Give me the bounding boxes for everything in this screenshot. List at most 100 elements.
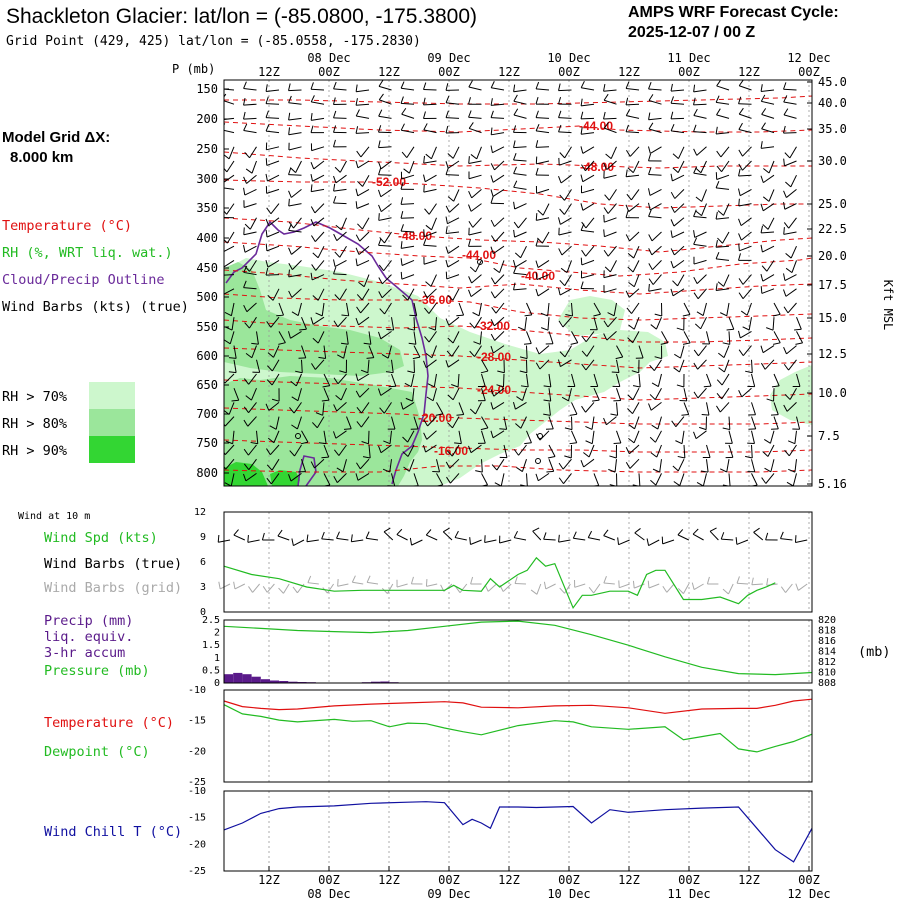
wind-barb: [627, 402, 640, 415]
wind-barb: [715, 251, 730, 261]
wind-barb: [701, 402, 710, 416]
wind-barb: [445, 271, 460, 280]
wind-barb: [603, 229, 617, 238]
wind-barb: [400, 241, 415, 249]
wind-barb: [772, 302, 781, 317]
wind-barb: [625, 444, 640, 455]
wind-barb: [795, 331, 804, 345]
temp-tick-label: -20: [188, 746, 206, 757]
precip-bars: [224, 672, 463, 683]
wind-barb: [402, 288, 415, 301]
wind-barb: [266, 458, 280, 471]
wind-barb: [766, 317, 775, 331]
wind-barb: [378, 274, 392, 285]
wind-barb: [783, 201, 797, 210]
wind-barb: [514, 245, 527, 259]
wind-barb: [400, 211, 415, 219]
wind-barb: [355, 98, 370, 106]
pressure-label: Pressure (mb): [44, 663, 150, 679]
contour-label: -32.00: [476, 319, 510, 333]
wind-barb: [245, 345, 257, 359]
wind-barb: [445, 458, 460, 469]
wind-barb: [670, 288, 685, 297]
height-tick-label: 17.5: [818, 278, 847, 292]
wind-barb: [267, 345, 280, 358]
wind-barb: [310, 143, 325, 152]
wind-barb: [535, 359, 550, 370]
height-tick-label: 45.0: [818, 75, 847, 89]
wind-barb: [251, 331, 259, 345]
wind-barb: [661, 536, 675, 545]
wind-barb: [535, 81, 550, 91]
wind-barb: [513, 229, 527, 238]
wind-barb: [519, 359, 528, 374]
wind-barb: [355, 160, 370, 169]
wind-barb: [581, 245, 595, 257]
wind-barb: [337, 345, 347, 359]
wind-barb: [738, 288, 752, 300]
wind-barb: [267, 288, 280, 301]
wind-barb: [334, 160, 347, 173]
wind-barb: [738, 231, 752, 241]
pressure-tick-label: 200: [196, 112, 218, 126]
wind-barb: [783, 217, 797, 229]
wind-barb: [648, 283, 662, 292]
chill-tick-label: -25: [188, 866, 206, 877]
wind-barb: [225, 430, 235, 445]
rh90-region: [224, 462, 268, 486]
wind-barb: [693, 146, 707, 156]
wind-barb: [604, 189, 617, 201]
temperature-series-label: Temperature (°C): [44, 715, 174, 731]
wind-barb: [625, 81, 640, 91]
wind-barb: [558, 245, 572, 256]
wind-barb: [695, 203, 707, 217]
wind-barb: [785, 174, 797, 188]
wind-barb: [378, 238, 392, 247]
wind-barb: [377, 387, 392, 396]
wind-barb: [719, 459, 730, 473]
wind-barb: [311, 359, 325, 370]
wind-barb: [333, 110, 347, 119]
pressure-unit-label: (mb): [858, 644, 891, 660]
wind-barb: [513, 140, 527, 149]
wind-barb: [543, 581, 556, 590]
wind-barb: [679, 388, 688, 402]
wind-barb: [404, 373, 415, 388]
wind-barb: [677, 444, 686, 459]
wind-barb: [379, 402, 392, 414]
wind-barb: [379, 302, 392, 315]
wind-barb: [513, 125, 527, 134]
wind-barb: [224, 458, 235, 470]
wind-barb: [472, 302, 482, 317]
wind-barb: [451, 373, 460, 388]
wind-barb: [627, 260, 640, 273]
wind-barb: [396, 528, 408, 541]
wind-barb: [760, 345, 775, 354]
legend-rh90-label: RH > 90%: [2, 443, 67, 459]
wind-barb: [447, 387, 460, 401]
wind-barb: [455, 583, 468, 593]
wind-barb: [428, 317, 437, 331]
wind-barb: [291, 416, 302, 430]
wind-barb: [386, 317, 395, 331]
wind-barb: [265, 186, 280, 194]
wind-barb: [490, 245, 505, 255]
wind-barb: [378, 80, 392, 91]
wind-barb: [333, 139, 347, 148]
wind-barb: [762, 217, 775, 230]
wind-barb: [355, 258, 370, 267]
height-tick-label: 10.0: [818, 386, 847, 400]
wind-tick-label: 3: [200, 582, 206, 593]
wind-barb: [691, 582, 704, 591]
wind-barb: [378, 260, 392, 272]
wind-barb: [231, 388, 240, 402]
wind-barb: [703, 373, 712, 388]
wind-barb: [738, 274, 752, 285]
wind-barb: [615, 345, 624, 360]
pressure-line: [223, 620, 813, 676]
wind-barb: [783, 227, 797, 235]
wind-barb: [355, 188, 370, 197]
wind-barb: [558, 316, 572, 328]
precip-tick-label: 1.5: [202, 640, 220, 651]
